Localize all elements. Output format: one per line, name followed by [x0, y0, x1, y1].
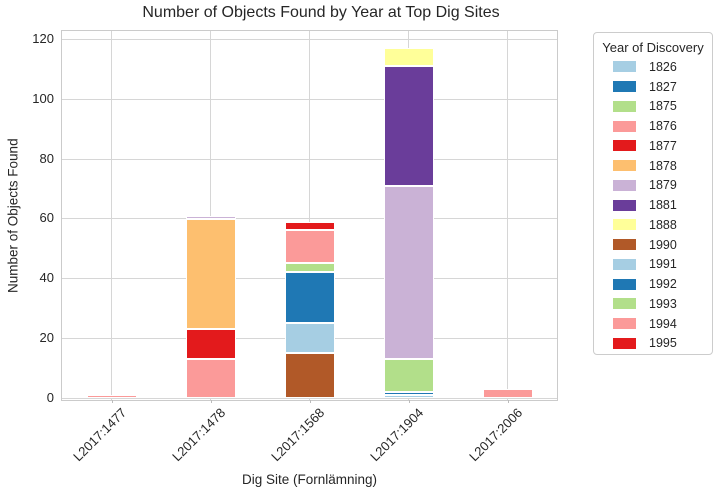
x-tick-label: L2017:1478: [168, 405, 229, 465]
legend-swatch-1877: [613, 140, 636, 152]
legend-label: 1990: [649, 237, 677, 252]
gridline-vertical: [210, 31, 211, 400]
bar-segment-L2017:1568-1991: [284, 323, 335, 354]
y-tick-label: 80: [39, 150, 54, 166]
bar-segment-L2017:1477-1876: [86, 395, 137, 398]
x-tick-label: L2017:2006: [465, 405, 526, 465]
legend: Year of Discovery 1826 1827 1875 1876 1877 18…: [593, 32, 713, 355]
legend-label: 1877: [649, 138, 677, 153]
bar-segment-L2017:1904-1827: [383, 392, 434, 396]
legend-label: 1993: [649, 296, 677, 311]
legend-label: 1876: [649, 119, 677, 134]
y-tick-label: 120: [32, 30, 54, 46]
legend-label: 1878: [649, 158, 677, 173]
legend-swatch-1994: [613, 318, 636, 330]
legend-entry-1995: 1995: [594, 334, 712, 354]
bar-segment-L2017:1904-1888: [383, 48, 434, 66]
legend-swatch-1826: [613, 61, 636, 73]
legend-swatch-1992: [613, 278, 636, 290]
legend-entry-1992: 1992: [594, 274, 712, 294]
legend-entry-1826: 1826: [594, 57, 712, 77]
legend-swatch-1991: [613, 258, 636, 270]
legend-entry-1888: 1888: [594, 215, 712, 235]
legend-entry-1875: 1875: [594, 97, 712, 117]
legend-swatch-1875: [613, 100, 636, 112]
legend-title: Year of Discovery: [602, 40, 704, 55]
bar-segment-L2017:1568-1990: [284, 353, 335, 398]
bar-segment-L2017:1478-1879: [185, 215, 236, 219]
x-tick-label: L2017:1477: [69, 405, 130, 465]
legend-label: 1879: [649, 178, 677, 193]
bar-segment-L2017:1904-1879: [383, 185, 434, 360]
x-tick-mark: [210, 400, 212, 403]
bar-segment-L2017:1568-1992: [284, 272, 335, 324]
legend-label: 1888: [649, 217, 677, 232]
legend-swatch-1876: [613, 120, 636, 132]
x-tick-mark: [309, 400, 311, 403]
bar-segment-L2017:1568-1995: [284, 221, 335, 231]
legend-entry-1879: 1879: [594, 176, 712, 196]
gridline-vertical: [111, 31, 112, 400]
legend-swatch-1879: [613, 179, 636, 191]
legend-entry-1991: 1991: [594, 255, 712, 275]
legend-swatch-1878: [613, 160, 636, 172]
legend-swatch-1888: [613, 219, 636, 231]
y-tick-label: 20: [39, 330, 54, 346]
x-tick-label: L2017:1568: [267, 405, 328, 465]
bar-segment-L2017:1478-1876: [185, 359, 236, 398]
legend-entry-1881: 1881: [594, 195, 712, 215]
bar-segment-L2017:2006-1994: [482, 389, 533, 398]
x-tick-label: L2017:1904: [366, 405, 427, 465]
legend-label: 1827: [649, 79, 677, 94]
y-tick-label: 100: [32, 90, 54, 106]
legend-entry-1876: 1876: [594, 116, 712, 136]
legend-label: 1826: [649, 59, 677, 74]
y-tick-label: 0: [46, 390, 54, 405]
x-tick-mark: [507, 400, 509, 403]
x-tick-mark: [111, 400, 113, 403]
legend-label: 1995: [649, 336, 677, 351]
legend-label: 1992: [649, 277, 677, 292]
x-tick-mark: [408, 400, 410, 403]
legend-label: 1991: [649, 257, 677, 272]
legend-swatch-1995: [613, 337, 636, 349]
x-axis-label: Dig Site (Fornlämning): [241, 472, 378, 487]
legend-label: 1881: [649, 198, 677, 213]
legend-entry-1993: 1993: [594, 294, 712, 314]
y-tick-label: 40: [39, 270, 54, 286]
y-tick-label: 60: [39, 210, 54, 226]
legend-swatch-1827: [613, 81, 636, 93]
legend-entry-1994: 1994: [594, 314, 712, 334]
gridline-vertical: [507, 31, 508, 400]
legend-entry-1827: 1827: [594, 77, 712, 97]
legend-label: 1875: [649, 99, 677, 114]
bar-segment-L2017:1904-1875: [383, 359, 434, 393]
bar-segment-L2017:1478-1878: [185, 218, 236, 330]
legend-entry-1878: 1878: [594, 156, 712, 176]
plot-area: [62, 31, 557, 400]
legend-swatch-1993: [613, 298, 636, 310]
legend-entries: 1826 1827 1875 1876 1877 1878 1879 1881 1888 1990…: [594, 57, 712, 353]
legend-entry-1877: 1877: [594, 136, 712, 156]
legend-label: 1994: [649, 316, 677, 331]
bar-segment-L2017:1568-1994: [284, 230, 335, 264]
bar-segment-L2017:1478-1877: [185, 329, 236, 360]
bar-segment-L2017:1568-1993: [284, 263, 335, 273]
bar-segment-L2017:1904-1826: [383, 395, 434, 398]
legend-swatch-1990: [613, 239, 636, 251]
gridline-vertical: [309, 31, 310, 400]
legend-swatch-1881: [613, 199, 636, 211]
chart-title: Number of Objects Found by Year at Top D…: [142, 4, 500, 21]
bar-segment-L2017:1904-1881: [383, 65, 434, 186]
legend-entry-1990: 1990: [594, 235, 712, 255]
